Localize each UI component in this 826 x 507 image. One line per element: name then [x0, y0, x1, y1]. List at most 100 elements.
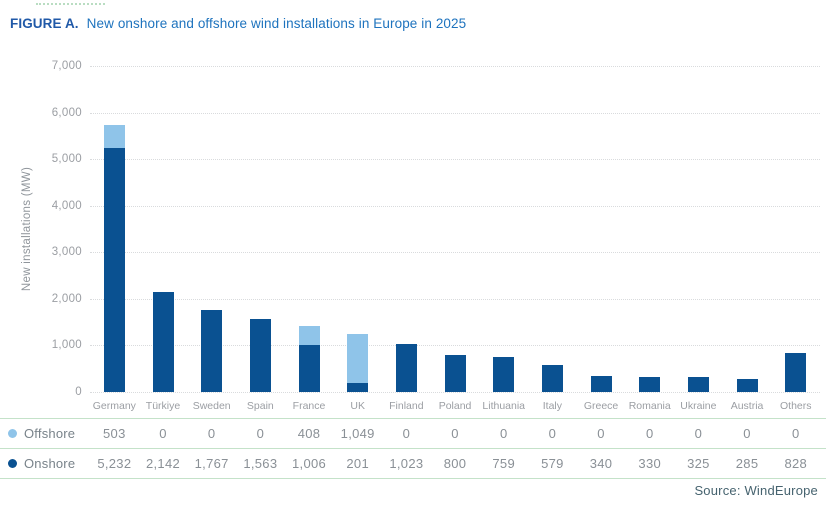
table-cell: 0	[402, 426, 411, 441]
bar-column	[479, 66, 528, 392]
table-cell: 0	[207, 426, 216, 441]
table-cell: 340	[589, 456, 613, 471]
table-cell: 408	[297, 426, 321, 441]
table-cell: 0	[451, 426, 459, 441]
table-cell: 0	[256, 426, 265, 441]
table-cell: 1,767	[194, 456, 229, 471]
table-cell: 0	[159, 426, 167, 441]
bar-segment-onshore	[444, 354, 466, 392]
gridline	[90, 252, 820, 254]
table-cell: 1,563	[243, 456, 278, 471]
figure-title-prefix: FIGURE A.	[10, 16, 79, 31]
table-cell: 285	[735, 456, 759, 471]
table-cell: 579	[541, 456, 564, 471]
x-tick-label: Greece	[583, 400, 619, 412]
table-row-offshore: Offshore 503 0 0 0 408 1,049 0 0 0 0 0 0 0 0 0	[0, 419, 826, 448]
table-separator-bottom	[0, 478, 826, 479]
bar-segment-offshore	[347, 333, 369, 383]
x-tick-label: Italy	[542, 400, 563, 412]
bar-column	[382, 66, 431, 392]
gridline	[90, 159, 820, 161]
bar-segment-onshore	[493, 356, 515, 392]
bar-segment-onshore	[736, 378, 758, 392]
table-cell: 0	[548, 426, 557, 441]
bar-segment-onshore	[687, 376, 709, 392]
bar-segment-onshore	[201, 309, 223, 392]
y-tick-label: 3,000	[51, 246, 82, 259]
x-tick-label: France	[292, 400, 326, 412]
y-tick-label: 6,000	[51, 106, 82, 119]
source-note: Source: WindEurope	[694, 483, 818, 498]
bar-column	[90, 66, 139, 392]
x-tick-label: Finland	[389, 400, 424, 412]
table-separator-top	[0, 418, 826, 419]
table-row-values: 503 0 0 0 408 1,049 0 0 0 0 0 0 0 0 0	[90, 426, 820, 441]
x-axis-labels: Germany Türkiye Sweden Spain France UK Finland…	[90, 399, 820, 413]
bar-segment-onshore	[347, 382, 369, 392]
gridline	[90, 392, 820, 393]
table-cell: 0	[597, 426, 605, 441]
table-cell: 330	[638, 456, 662, 471]
bar-segment-onshore	[152, 292, 174, 392]
bar-segment-onshore	[541, 365, 563, 392]
figure-title-text: New onshore and offshore wind installati…	[86, 16, 467, 31]
legend-label: Onshore	[24, 456, 76, 471]
bar-column	[236, 66, 285, 392]
bar-column	[528, 66, 577, 392]
gridline	[90, 205, 820, 207]
bar-column	[139, 66, 188, 392]
table-cell: 201	[346, 456, 369, 471]
bar-segment-onshore	[590, 376, 612, 392]
bars-layer	[90, 66, 820, 392]
legend-dot-offshore-icon	[8, 429, 17, 438]
x-tick-label: Austria	[730, 400, 764, 412]
y-tick-label: 0	[75, 386, 82, 398]
bar-segment-onshore	[785, 353, 807, 392]
x-tick-label: Sweden	[192, 400, 231, 412]
x-tick-label: Poland	[438, 400, 472, 412]
bar-column	[723, 66, 772, 392]
bar-column	[333, 66, 382, 392]
table-cell: 1,023	[389, 456, 424, 471]
y-tick-label: 1,000	[51, 339, 82, 352]
table-cell: 0	[499, 426, 508, 441]
bar-column	[285, 66, 334, 392]
x-tick-label: Lithuania	[482, 400, 526, 412]
table-cell: 828	[784, 456, 808, 471]
table-cell: 503	[103, 426, 126, 441]
table-row-header: Onshore	[0, 456, 90, 471]
table-cell: 759	[492, 456, 515, 471]
table-cell: 800	[443, 456, 467, 471]
table-row-onshore: Onshore 5,232 2,142 1,767 1,563 1,006 201 1,023…	[0, 449, 826, 478]
x-tick-label: Türkiye	[145, 400, 181, 412]
table-cell: 325	[687, 456, 710, 471]
x-tick-label: Ukraine	[680, 400, 717, 412]
bar-segment-onshore	[395, 344, 417, 392]
plot-area	[90, 66, 820, 393]
x-tick-label: Spain	[246, 400, 274, 412]
x-tick-label: Germany	[92, 400, 136, 412]
bar-column	[674, 66, 723, 392]
decorative-dotted-line	[36, 3, 105, 5]
table-cell: 1,006	[292, 456, 327, 471]
table-cell: 0	[743, 426, 751, 441]
table-row-values: 5,232 2,142 1,767 1,563 1,006 201 1,023 800 759 5…	[90, 456, 820, 471]
y-tick-label: 2,000	[51, 292, 82, 305]
bar-segment-offshore	[298, 326, 320, 346]
table-separator-middle	[0, 448, 826, 449]
gridline	[90, 112, 820, 114]
bar-column	[577, 66, 626, 392]
bar-segment-onshore	[639, 376, 661, 392]
x-tick-label: UK	[350, 400, 365, 412]
bar-segment-onshore	[298, 345, 320, 392]
y-tick-label: 7,000	[51, 60, 82, 72]
bar-column	[187, 66, 236, 392]
table-cell: 2,142	[145, 456, 181, 471]
bar-segment-onshore	[249, 319, 271, 392]
legend-label: Offshore	[24, 426, 76, 441]
x-tick-label: Romania	[628, 400, 671, 412]
bar-column	[625, 66, 674, 392]
x-tick-label: Others	[779, 400, 812, 412]
table-cell: 0	[791, 426, 800, 441]
